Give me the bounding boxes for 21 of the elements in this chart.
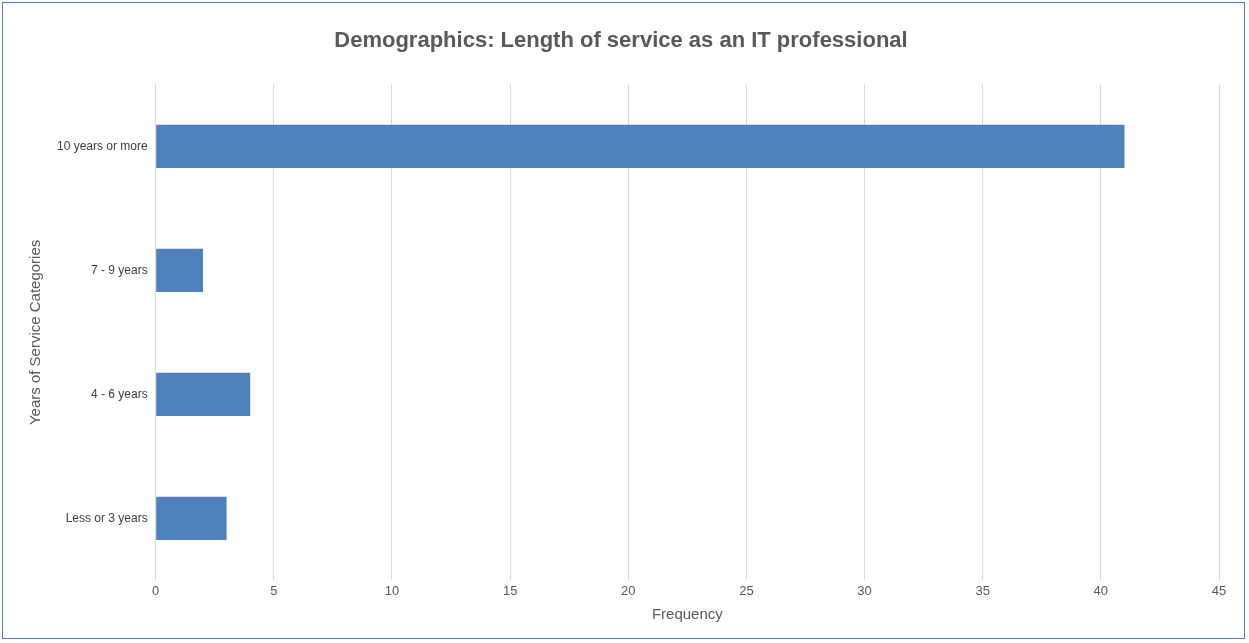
x-tick-label: 20 [621,582,636,598]
y-tick-label: 10 years or more [57,138,149,153]
x-tick-label: 35 [975,582,990,598]
x-tick-label: 45 [1211,582,1227,598]
x-tick-label: 10 [384,582,400,598]
bar [156,496,227,541]
bar [156,248,203,293]
x-tick-label: 15 [502,582,518,598]
x-tick-label: 30 [857,582,872,598]
x-tick-label: 40 [1093,582,1109,598]
y-tick-label: 4 - 6 years [91,386,148,401]
x-axis-title: Frequency [651,605,724,623]
x-tick-label: 5 [270,582,278,598]
x-tick-label: 0 [152,582,160,598]
chart-title: Demographics: Length of service as an IT professional [334,27,908,53]
bar [156,372,251,417]
y-axis-title: Years of Service Categories [26,239,44,426]
x-tick-label: 25 [739,582,754,598]
bar [156,124,1125,169]
y-tick-label: 7 - 9 years [91,262,148,277]
y-tick-label: Less or 3 years [65,510,148,525]
